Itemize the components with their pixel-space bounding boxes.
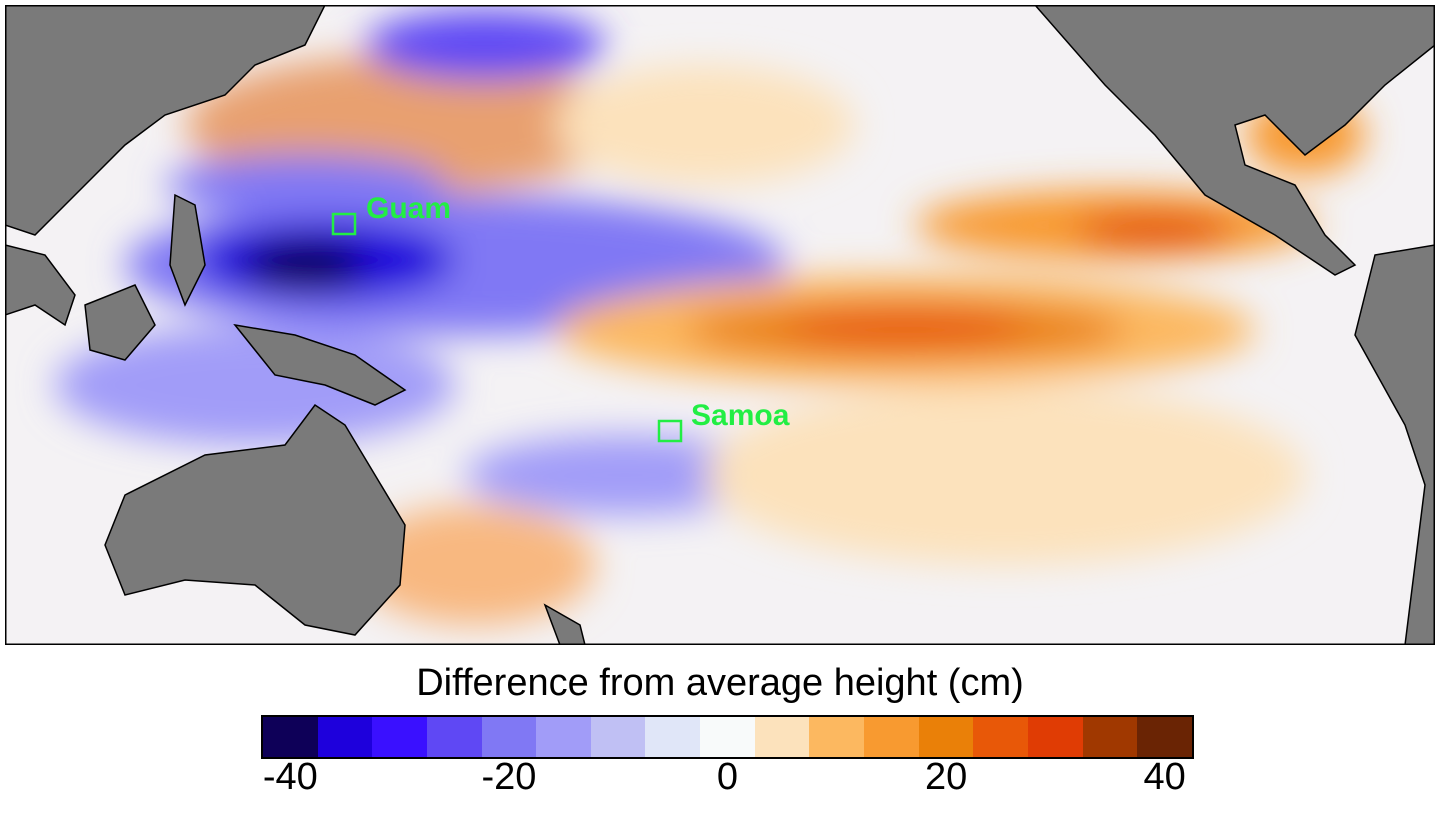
colorbar-bin bbox=[372, 717, 427, 757]
colorbar-bin bbox=[263, 717, 318, 757]
colorbar-bin bbox=[1137, 717, 1192, 757]
samoa-label: Samoa bbox=[691, 399, 790, 432]
colorbar-bin bbox=[1082, 717, 1138, 757]
new-zealand bbox=[543, 603, 586, 645]
sea-level-anomaly-map bbox=[5, 5, 1435, 645]
colorbar-bin bbox=[645, 717, 701, 757]
colorbar-tick-label: 40 bbox=[1143, 756, 1186, 798]
colorbar-bin bbox=[481, 717, 537, 757]
colorbar-bin bbox=[864, 717, 919, 757]
colorbar-bin bbox=[536, 717, 591, 757]
asia bbox=[5, 5, 326, 236]
colorbar-bin bbox=[426, 717, 482, 757]
australia bbox=[104, 403, 406, 636]
colorbar-bin bbox=[700, 717, 755, 757]
colorbar-bin bbox=[809, 717, 865, 757]
colorbar-tick-label: -20 bbox=[481, 756, 537, 798]
land-masses bbox=[5, 5, 1435, 645]
borneo bbox=[84, 284, 156, 361]
colorbar-title: Difference from average height (cm) bbox=[416, 662, 1024, 704]
colorbar-bin bbox=[317, 717, 373, 757]
guam-label: Guam bbox=[366, 192, 452, 225]
samoa-marker bbox=[657, 419, 683, 443]
colorbar-tick-label: -40 bbox=[262, 756, 318, 798]
colorbar-bin bbox=[918, 717, 974, 757]
philippines bbox=[169, 193, 206, 307]
colorbar-bin bbox=[1027, 717, 1083, 757]
colorbar-bin bbox=[754, 717, 810, 757]
colorbar-bin bbox=[973, 717, 1028, 757]
colorbar-tick-label: 20 bbox=[924, 756, 968, 798]
colorbar bbox=[261, 715, 1194, 759]
colorbar-bin bbox=[590, 717, 646, 757]
guam-marker bbox=[331, 212, 357, 236]
indochina bbox=[5, 244, 76, 327]
new-guinea bbox=[233, 323, 407, 406]
anomaly-field bbox=[55, 10, 1365, 625]
north-america bbox=[1034, 5, 1435, 276]
colorbar-tick-label: 0 bbox=[716, 756, 739, 798]
south-america bbox=[1354, 244, 1435, 645]
